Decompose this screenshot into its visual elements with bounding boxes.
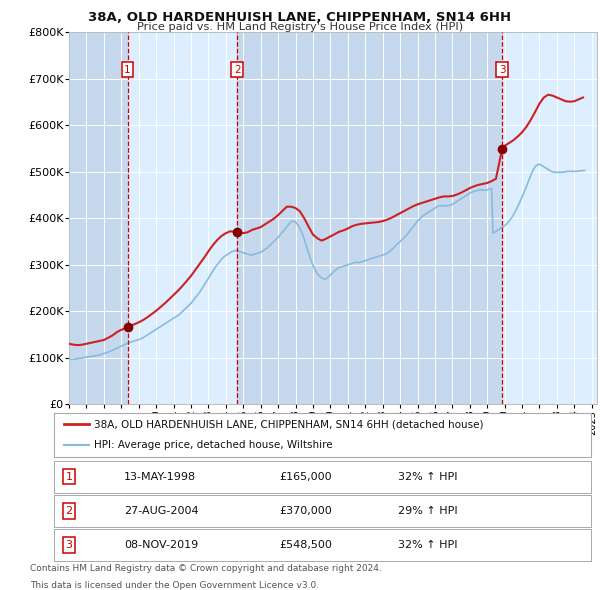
Text: HPI: Average price, detached house, Wiltshire: HPI: Average price, detached house, Wilt… bbox=[94, 440, 333, 450]
Text: Contains HM Land Registry data © Crown copyright and database right 2024.: Contains HM Land Registry data © Crown c… bbox=[30, 564, 382, 573]
Text: 1: 1 bbox=[65, 472, 73, 481]
Text: £370,000: £370,000 bbox=[280, 506, 332, 516]
Bar bbox=[128, 32, 237, 404]
Text: 08-NOV-2019: 08-NOV-2019 bbox=[124, 540, 198, 550]
Bar bbox=[69, 32, 128, 404]
Text: Price paid vs. HM Land Registry's House Price Index (HPI): Price paid vs. HM Land Registry's House … bbox=[137, 22, 463, 32]
Text: 3: 3 bbox=[65, 540, 73, 550]
Text: 3: 3 bbox=[499, 65, 505, 74]
Text: 32% ↑ HPI: 32% ↑ HPI bbox=[398, 540, 457, 550]
Text: 32% ↑ HPI: 32% ↑ HPI bbox=[398, 472, 457, 481]
Text: £165,000: £165,000 bbox=[280, 472, 332, 481]
Bar bbox=[237, 32, 502, 404]
Text: 2: 2 bbox=[234, 65, 241, 74]
Text: 2: 2 bbox=[65, 506, 73, 516]
Text: £548,500: £548,500 bbox=[280, 540, 332, 550]
Text: This data is licensed under the Open Government Licence v3.0.: This data is licensed under the Open Gov… bbox=[30, 581, 319, 589]
Text: 29% ↑ HPI: 29% ↑ HPI bbox=[398, 506, 457, 516]
Text: 38A, OLD HARDENHUISH LANE, CHIPPENHAM, SN14 6HH: 38A, OLD HARDENHUISH LANE, CHIPPENHAM, S… bbox=[88, 11, 512, 24]
Text: 27-AUG-2004: 27-AUG-2004 bbox=[124, 506, 199, 516]
Text: 1: 1 bbox=[124, 65, 131, 74]
Text: 13-MAY-1998: 13-MAY-1998 bbox=[124, 472, 196, 481]
Bar bbox=[502, 32, 597, 404]
Text: 38A, OLD HARDENHUISH LANE, CHIPPENHAM, SN14 6HH (detached house): 38A, OLD HARDENHUISH LANE, CHIPPENHAM, S… bbox=[94, 419, 484, 429]
